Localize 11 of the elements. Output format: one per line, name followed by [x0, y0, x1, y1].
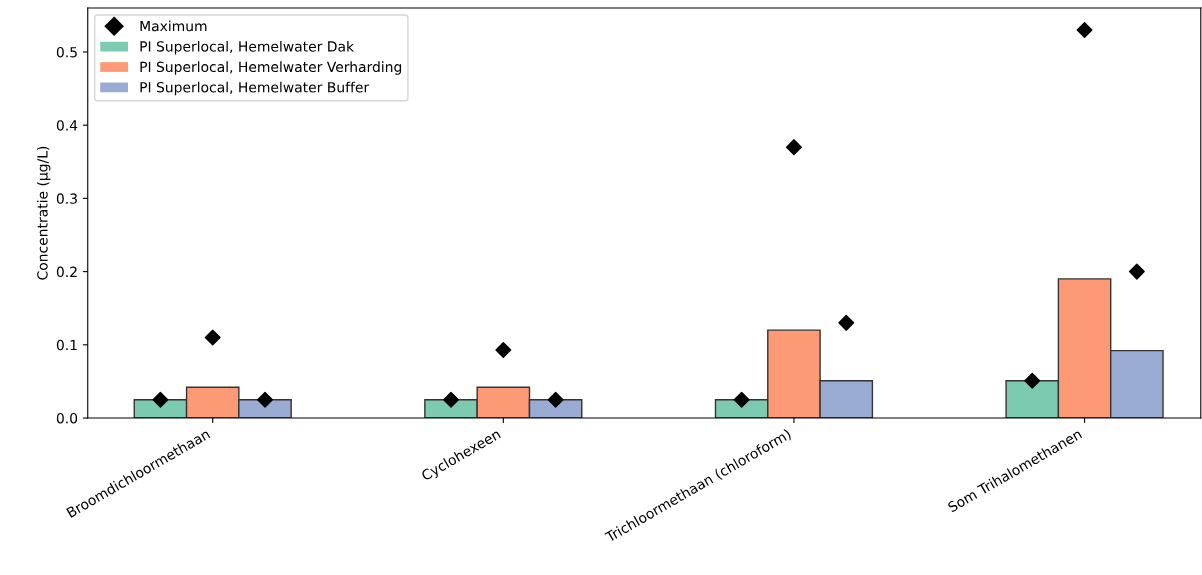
y-tick-label: 0.2: [56, 266, 77, 278]
y-tick-label: 0.1: [56, 339, 77, 351]
legend-label: PI Superlocal, Hemelwater Buffer: [140, 81, 370, 96]
y-axis-title: Concentratie (µg/L): [36, 146, 51, 280]
legend-label: Maximum: [140, 20, 207, 32]
y-tick-label: 0.3: [56, 193, 77, 204]
legend-label: PI Superlocal, Hemelwater Verharding: [140, 61, 402, 75]
y-tick-label: 0.0: [56, 412, 78, 424]
y-tick-label: 0.5: [56, 46, 77, 58]
legend-label: PI Superlocal, Hemelwater Dak: [140, 40, 355, 55]
y-tick-label: 0.4: [56, 120, 78, 131]
